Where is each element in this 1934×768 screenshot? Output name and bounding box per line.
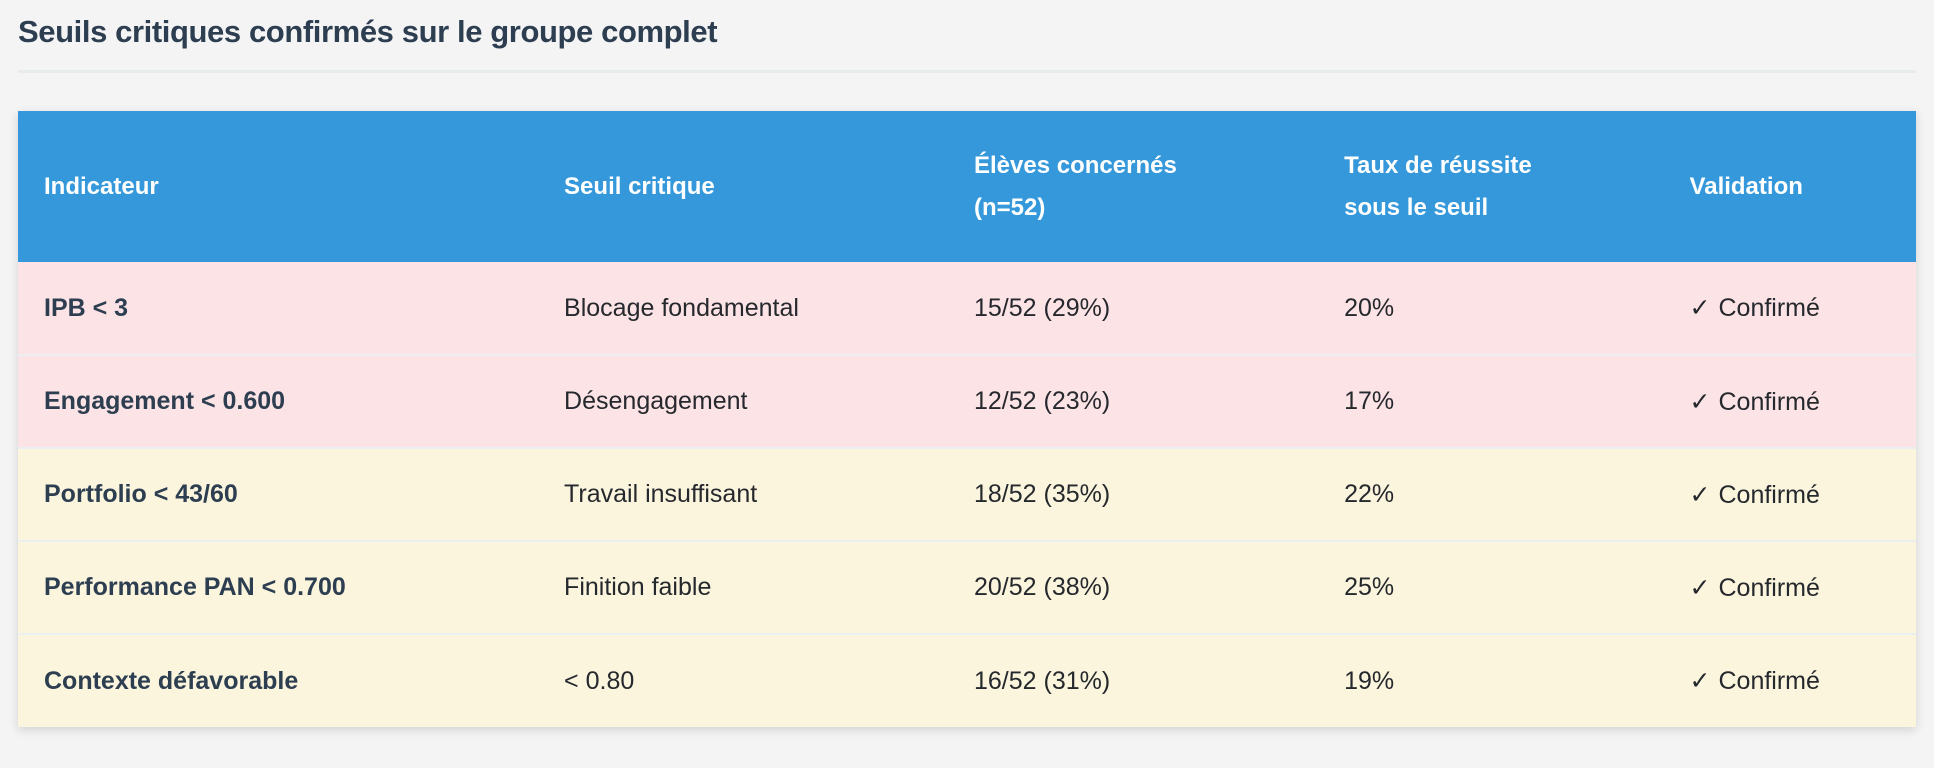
validation-label: Confirmé	[1718, 667, 1820, 696]
table-header: Indicateur Seuil critique Élèves concern…	[18, 111, 1916, 263]
indicator-cell: Contexte défavorable	[18, 633, 539, 728]
check-icon: ✓	[1689, 573, 1711, 602]
threshold-cell: Finition faible	[538, 540, 948, 635]
success-rate-cell: 25%	[1318, 540, 1664, 635]
students-cell: 20/52 (38%)	[948, 540, 1319, 635]
title-divider	[18, 70, 1916, 74]
students-cell: 16/52 (31%)	[948, 633, 1319, 728]
success-rate-cell: 22%	[1318, 447, 1664, 542]
check-icon: ✓	[1689, 294, 1711, 323]
table-row: IPB < 3 Blocage fondamental 15/52 (29%) …	[18, 262, 1916, 356]
validation-label: Confirmé	[1718, 294, 1820, 323]
column-header-taux-reussite: Taux de réussite sous le seuil	[1318, 111, 1664, 263]
critical-thresholds-table: Indicateur Seuil critique Élèves concern…	[18, 111, 1916, 728]
students-cell: 12/52 (23%)	[948, 354, 1319, 449]
indicator-cell: Portfolio < 43/60	[18, 447, 539, 542]
threshold-cell: < 0.80	[538, 633, 948, 728]
table-row: Contexte défavorable < 0.80 16/52 (31%) …	[18, 633, 1916, 728]
students-cell: 15/52 (29%)	[948, 262, 1319, 356]
table-row: Portfolio < 43/60 Travail insuffisant 18…	[18, 447, 1916, 542]
indicator-cell: IPB < 3	[18, 262, 539, 356]
success-rate-cell: 17%	[1318, 354, 1664, 449]
page-title: Seuils critiques confirmés sur le groupe…	[18, 14, 718, 49]
indicator-cell: Engagement < 0.600	[18, 354, 539, 449]
validation-cell: ✓ Confirmé	[1663, 447, 1916, 542]
page-container: Seuils critiques confirmés sur le groupe…	[18, 14, 1916, 728]
threshold-cell: Blocage fondamental	[538, 262, 948, 356]
success-rate-cell: 19%	[1318, 633, 1664, 728]
validation-label: Confirmé	[1718, 387, 1820, 416]
threshold-cell: Désengagement	[538, 354, 948, 449]
table-row: Engagement < 0.600 Désengagement 12/52 (…	[18, 354, 1916, 449]
table-row: Performance PAN < 0.700 Finition faible …	[18, 540, 1916, 635]
validation-cell: ✓ Confirmé	[1663, 262, 1916, 356]
header-row: Indicateur Seuil critique Élèves concern…	[18, 111, 1916, 263]
validation-cell: ✓ Confirmé	[1663, 540, 1916, 635]
validation-label: Confirmé	[1718, 480, 1820, 509]
indicator-cell: Performance PAN < 0.700	[18, 540, 539, 635]
success-rate-cell: 20%	[1318, 262, 1664, 356]
check-icon: ✓	[1689, 667, 1711, 696]
column-header-validation: Validation	[1663, 111, 1916, 263]
column-header-eleves-concernes: Élèves concernés (n=52)	[948, 111, 1319, 263]
students-cell: 18/52 (35%)	[948, 447, 1319, 542]
check-icon: ✓	[1689, 480, 1711, 509]
validation-cell: ✓ Confirmé	[1663, 633, 1916, 728]
column-header-seuil-critique: Seuil critique	[538, 111, 948, 263]
column-header-indicateur: Indicateur	[18, 111, 539, 263]
check-icon: ✓	[1689, 387, 1711, 416]
validation-label: Confirmé	[1718, 573, 1820, 602]
threshold-cell: Travail insuffisant	[538, 447, 948, 542]
validation-cell: ✓ Confirmé	[1663, 354, 1916, 449]
